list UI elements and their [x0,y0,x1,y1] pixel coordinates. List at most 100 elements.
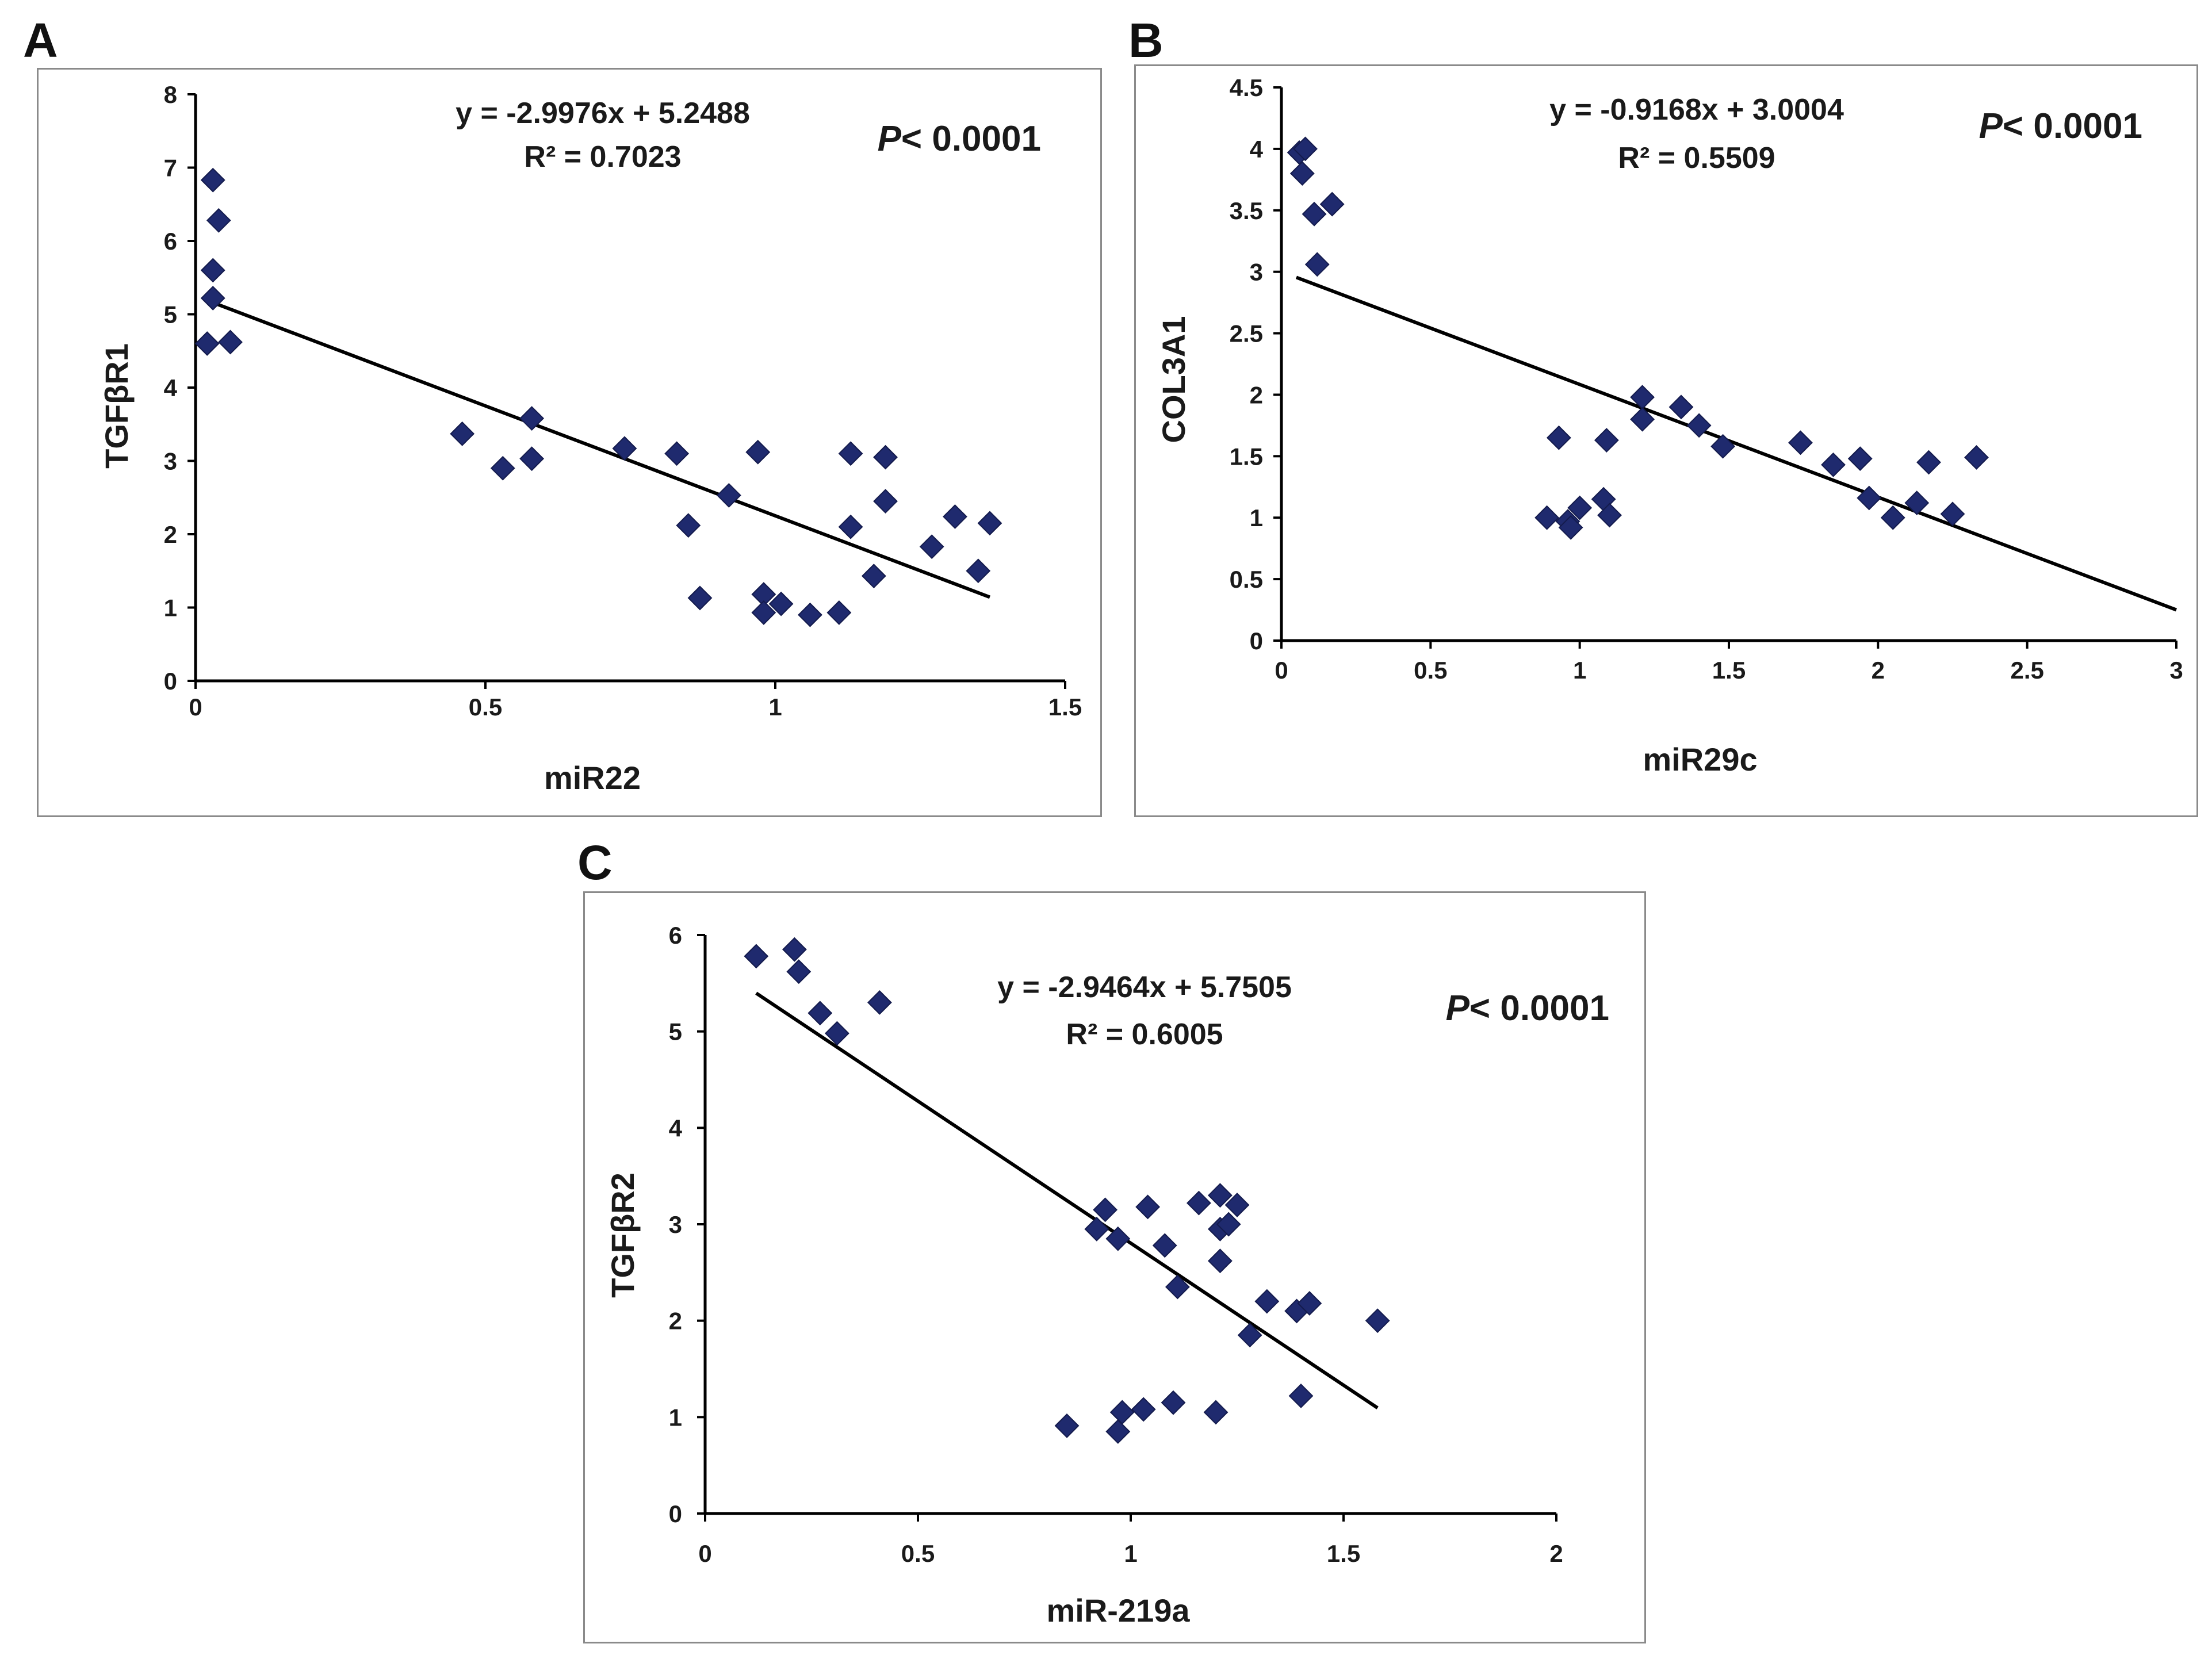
y-tick-label-c: 3 [669,1211,682,1238]
data-point-b [1289,161,1315,186]
data-point-b [1668,394,1694,420]
data-point-c [867,990,892,1015]
data-point-a [676,513,701,538]
data-point-a [490,455,515,481]
data-point-c [1152,1233,1177,1258]
y-tick-label-c: 6 [669,922,682,949]
data-point-a [194,331,220,356]
x-tick-label-c: 1 [1124,1540,1137,1567]
y-tick-label-b: 1 [1250,504,1263,531]
data-point-b [1630,407,1655,432]
y-tick-label-a: 6 [164,228,177,255]
data-point-b [1904,491,1930,515]
data-point-a [450,421,475,446]
trend-equation-a: y = -2.9976x + 5.2488 [456,97,750,130]
data-point-a [519,406,545,431]
data-point-a [826,600,852,625]
data-point-c [1105,1419,1131,1444]
y-axis-title-c: TGFβR2 [604,1173,641,1298]
chart-frame-a [37,68,1102,817]
data-point-a [977,511,1002,536]
x-tick-label-b: 1 [1573,657,1586,684]
p-value-prefix-b: P [1979,106,2003,146]
x-tick-label-a: 0 [189,694,202,721]
y-tick-label-b: 0 [1250,627,1263,654]
data-point-c [824,1021,849,1046]
data-point-c [1186,1190,1211,1216]
data-point-a [751,600,776,625]
data-point-c [1288,1384,1314,1408]
p-value-b: P< 0.0001 [1979,106,2142,146]
y-tick-label-a: 0 [164,668,177,695]
p-value-prefix-a: P [878,119,902,159]
data-point-c [782,937,807,962]
y-tick-label-b: 3.5 [1230,197,1263,224]
data-point-c [786,959,812,984]
data-point-a [687,585,713,611]
data-point-c [1131,1397,1156,1422]
data-point-b [1710,434,1736,459]
y-tick-label-b: 4.5 [1230,74,1263,101]
y-tick-label-c: 0 [669,1500,682,1527]
y-axis-title-b: COL3A1 [1155,316,1192,443]
data-point-c [1365,1308,1390,1334]
data-point-a [838,514,863,539]
p-value-a: P< 0.0001 [878,119,1041,159]
x-tick-label-c: 2 [1549,1540,1563,1567]
y-tick-label-c: 4 [669,1114,683,1141]
data-point-b [1686,413,1712,438]
data-point-a [716,483,741,508]
y-tick-label-b: 4 [1250,136,1264,163]
data-point-c [1084,1216,1109,1242]
data-point-a [200,286,225,311]
p-value-text-c: < 0.0001 [1469,988,1609,1028]
x-axis-title-a: miR22 [544,760,641,796]
data-point-b [1821,452,1846,477]
y-tick-label-a: 7 [164,155,177,182]
data-point-b [1964,445,1989,470]
trend-equation-c: y = -2.9464x + 5.7505 [997,971,1292,1004]
r-squared-a: R² = 0.7023 [524,140,681,174]
plot-a: 0 1 2 3 4 5 6 7 8 0 0.5 1 1.5 [164,81,1082,721]
r-squared-b: R² = 0.5509 [1618,141,1775,175]
chart-frame-c [583,891,1646,1643]
data-point-c [1297,1291,1322,1316]
data-point-a [966,558,991,584]
p-value-prefix-c: P [1446,988,1470,1028]
x-tick-label-b: 3 [2169,657,2183,684]
data-point-c [1203,1400,1229,1425]
data-point-a [200,258,225,283]
plot-b: 0 0.5 1 1.5 2 2.5 3 3.5 4 4.5 0 0.5 1 1.5 2 2.5 3 [1230,74,2183,684]
data-point-b [1916,450,1941,475]
data-point-b [1880,505,1905,530]
data-point-b [1940,501,1965,527]
data-point-c [1109,1400,1135,1425]
plot-c: 0 1 2 3 4 5 6 0 0.5 1 1.5 2 [669,922,1563,1567]
x-tick-label-b: 2 [1872,657,1885,684]
data-point-b [1304,252,1330,277]
x-tick-label-b: 0.5 [1414,657,1447,684]
data-point-b [1558,515,1583,540]
y-tick-label-c: 2 [669,1308,682,1335]
x-tick-label-b: 0 [1275,657,1288,684]
x-tick-label-a: 1.5 [1048,694,1082,721]
data-point-b [1546,425,1571,450]
data-point-c [1054,1413,1080,1438]
y-tick-label-b: 0.5 [1230,566,1263,593]
trend-line-a [206,298,991,599]
x-tick-label-a: 0.5 [469,694,502,721]
r-squared-c: R² = 0.6005 [1066,1018,1223,1051]
data-point-a [218,329,243,355]
x-axis-title-b: miR29c [1643,741,1757,777]
data-point-c [1237,1323,1262,1348]
data-point-b [1293,136,1318,162]
y-tick-label-a: 1 [164,595,177,622]
data-point-c [1135,1194,1161,1220]
data-point-a [664,441,690,466]
x-tick-label-b: 2.5 [2010,657,2043,684]
data-point-a [861,564,886,589]
data-point-a [768,591,794,616]
data-point-c [1216,1212,1241,1237]
data-point-a [943,504,967,529]
